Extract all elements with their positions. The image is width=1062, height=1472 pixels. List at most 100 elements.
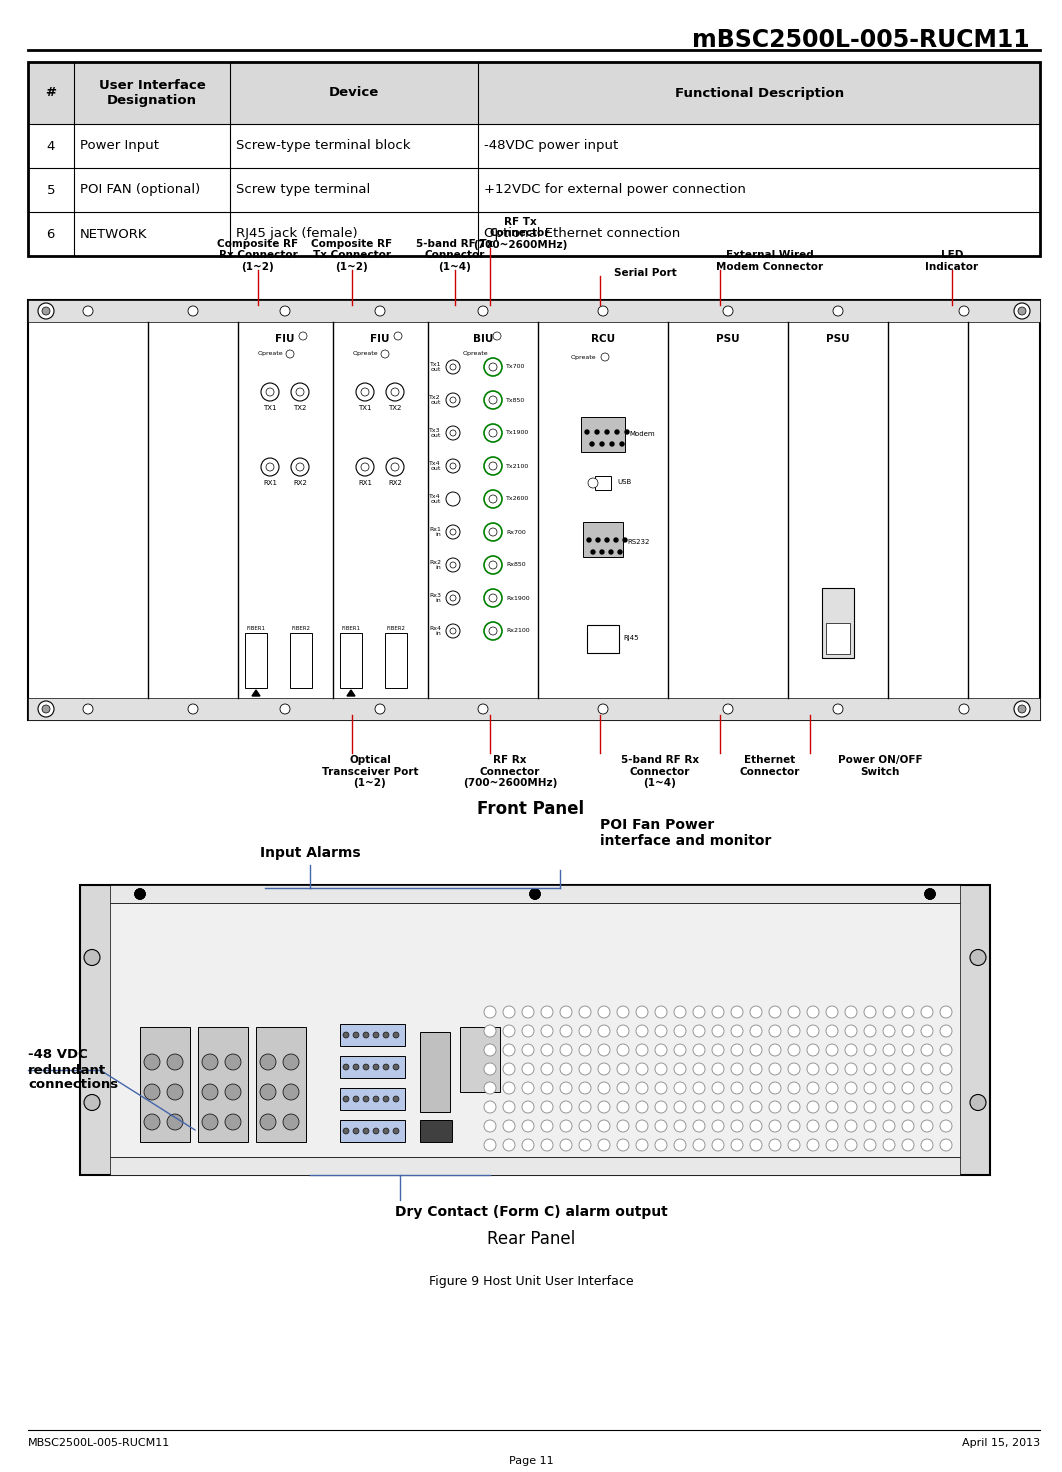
Circle shape [489,396,497,403]
Circle shape [530,889,539,899]
Bar [140,1027,190,1142]
Circle shape [375,704,386,714]
Text: -48 VDC
redundant
connections: -48 VDC redundant connections [28,1048,118,1092]
Text: April 15, 2013: April 15, 2013 [962,1438,1040,1448]
Circle shape [750,1005,763,1019]
Circle shape [484,1005,496,1019]
Text: Page 11: Page 11 [509,1456,553,1466]
Circle shape [636,1044,648,1055]
Circle shape [921,1120,933,1132]
Circle shape [617,1005,629,1019]
Bar [581,417,626,452]
Bar [290,633,312,687]
Circle shape [723,704,733,714]
Text: RJ45: RJ45 [623,634,638,640]
Circle shape [769,1139,781,1151]
Circle shape [750,1025,763,1036]
Circle shape [826,1063,838,1075]
Circle shape [864,1139,876,1151]
Circle shape [921,1005,933,1019]
Circle shape [595,430,599,434]
Circle shape [674,1063,686,1075]
Bar [583,523,623,556]
Text: Opreate: Opreate [353,352,378,356]
Text: Rx2100: Rx2100 [506,629,530,633]
Circle shape [788,1101,800,1113]
Circle shape [202,1054,218,1070]
Circle shape [484,1082,496,1094]
Text: Serial Port: Serial Port [614,268,676,278]
Circle shape [902,1082,914,1094]
Text: Tx2
out: Tx2 out [429,394,441,405]
Circle shape [590,442,594,446]
Circle shape [363,1032,369,1038]
Circle shape [921,1139,933,1151]
Circle shape [712,1044,724,1055]
Bar [110,885,960,902]
Circle shape [623,537,627,542]
Circle shape [610,442,614,446]
Circle shape [864,1044,876,1055]
Circle shape [883,1044,895,1055]
Text: FIU: FIU [275,334,295,344]
Circle shape [600,551,604,553]
Circle shape [560,1082,572,1094]
Bar [822,587,854,658]
Text: LED
Indicator: LED Indicator [925,250,978,272]
Bar [419,1120,452,1142]
Circle shape [391,464,399,471]
Circle shape [530,889,539,899]
Circle shape [579,1101,590,1113]
Circle shape [38,701,54,717]
Circle shape [788,1063,800,1075]
Bar [28,698,1040,720]
Text: -48VDC power input: -48VDC power input [484,140,618,153]
Text: TX1: TX1 [263,405,277,411]
Bar [28,300,1040,720]
Circle shape [731,1101,743,1113]
Circle shape [655,1082,667,1094]
Circle shape [523,1025,534,1036]
Circle shape [598,1139,610,1151]
Circle shape [845,1025,857,1036]
Circle shape [296,389,304,396]
Circle shape [560,1139,572,1151]
Circle shape [42,308,50,315]
Circle shape [864,1063,876,1075]
Circle shape [788,1139,800,1151]
Circle shape [845,1044,857,1055]
Circle shape [845,1101,857,1113]
Circle shape [845,1063,857,1075]
Circle shape [1018,705,1026,712]
Circle shape [503,1044,515,1055]
Circle shape [636,1082,648,1094]
Circle shape [478,306,489,316]
Text: 4: 4 [47,140,55,153]
Circle shape [826,1120,838,1132]
Circle shape [618,551,622,553]
Circle shape [484,1025,496,1036]
Circle shape [503,1005,515,1019]
Circle shape [712,1120,724,1132]
Circle shape [446,393,460,406]
Circle shape [636,1005,648,1019]
Circle shape [723,306,733,316]
Circle shape [343,1032,349,1038]
Text: Figure 9 Host Unit User Interface: Figure 9 Host Unit User Interface [429,1275,633,1288]
Text: RF Tx
Connector
(700~2600MHz): RF Tx Connector (700~2600MHz) [473,216,567,250]
Circle shape [807,1005,819,1019]
Circle shape [601,353,609,361]
Circle shape [883,1025,895,1036]
Text: RF Rx
Connector
(700~2600MHz): RF Rx Connector (700~2600MHz) [463,755,558,788]
Circle shape [489,495,497,503]
Circle shape [484,456,502,475]
Text: Front Panel: Front Panel [478,799,584,818]
Text: POI Fan Power
interface and monitor: POI Fan Power interface and monitor [600,818,771,848]
Circle shape [712,1139,724,1151]
Circle shape [598,1063,610,1075]
Circle shape [541,1101,553,1113]
Circle shape [446,624,460,637]
Text: Dry Contact (Form C) alarm output: Dry Contact (Form C) alarm output [395,1206,667,1219]
Text: TX2: TX2 [293,405,307,411]
Text: #: # [46,87,56,100]
